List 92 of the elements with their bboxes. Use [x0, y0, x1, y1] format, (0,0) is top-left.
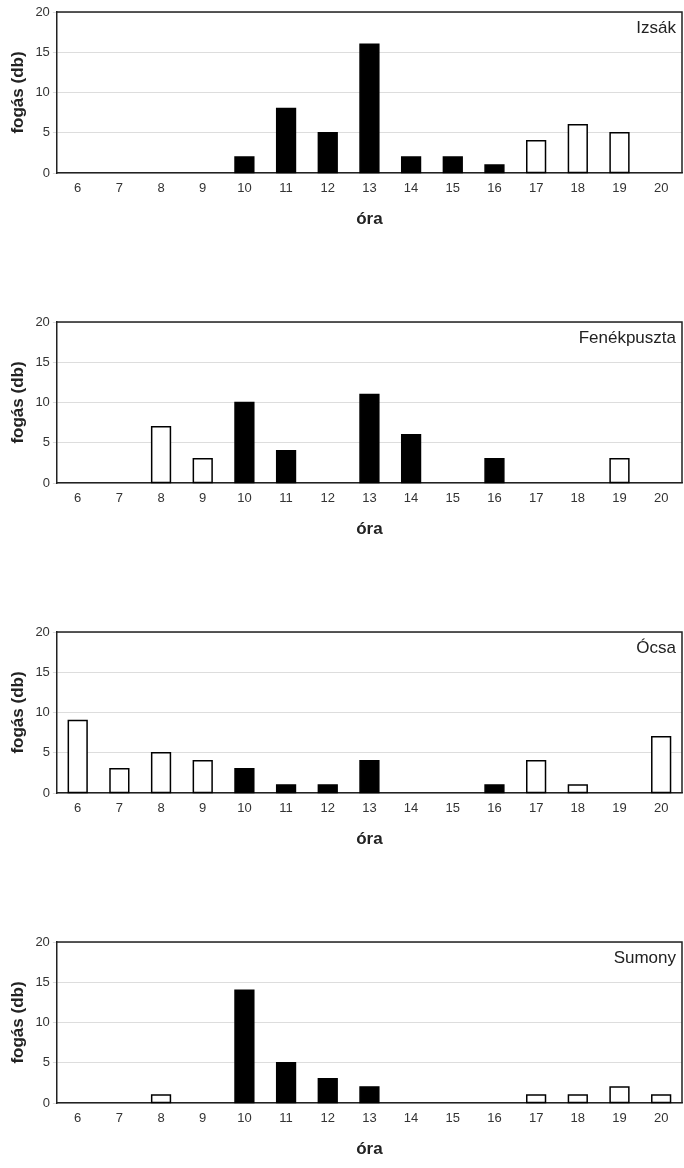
x-tick-label: 6	[74, 180, 82, 196]
x-tick-label: 20	[653, 800, 669, 816]
y-tick-label: 10	[35, 1014, 50, 1030]
x-tick-label: 6	[74, 800, 82, 816]
y-axis-title: fogás (db)	[7, 671, 27, 754]
x-tick-label: 12	[320, 800, 335, 816]
y-tick-label: 0	[42, 784, 50, 800]
y-axis-title: fogás (db)	[7, 981, 27, 1064]
y-axis-title: fogás (db)	[7, 51, 27, 134]
x-tick-label: 16	[487, 490, 502, 506]
chart-title: Izsák	[636, 18, 677, 38]
x-tick-label: 14	[403, 1110, 419, 1126]
x-tick-label: 15	[445, 800, 461, 816]
chart-title: Fenékpuszta	[578, 328, 677, 348]
x-axis-title: óra	[356, 209, 384, 229]
y-tick-label: 10	[35, 394, 50, 410]
y-tick-label: 5	[42, 1054, 50, 1070]
x-tick-label: 11	[279, 800, 293, 816]
y-tick-label: 0	[42, 474, 50, 490]
x-tick-label: 20	[653, 1110, 669, 1126]
x-tick-label: 16	[487, 800, 502, 816]
y-tick-label: 0	[42, 1094, 50, 1110]
x-axis-title: óra	[356, 519, 384, 539]
x-tick-label: 11	[279, 490, 293, 506]
x-tick-label: 7	[115, 490, 123, 506]
x-tick-label: 12	[320, 490, 335, 506]
y-tick-label: 10	[35, 84, 50, 100]
x-tick-label: 20	[653, 180, 669, 196]
x-tick-label: 7	[115, 1110, 123, 1126]
x-tick-label: 11	[279, 180, 293, 196]
x-tick-label: 10	[237, 490, 252, 506]
x-tick-label: 19	[612, 180, 627, 196]
x-tick-label: 15	[445, 180, 461, 196]
x-tick-label: 13	[362, 180, 377, 196]
x-axis-title: óra	[356, 1139, 384, 1159]
x-tick-label: 13	[362, 490, 377, 506]
x-tick-label: 8	[157, 180, 165, 196]
x-tick-label: 20	[653, 490, 669, 506]
x-tick-label: 13	[362, 1110, 377, 1126]
y-tick-label: 20	[35, 313, 50, 329]
x-tick-label: 7	[115, 800, 123, 816]
x-tick-label: 9	[199, 1110, 207, 1126]
chart-title: Sumony	[613, 948, 677, 968]
x-tick-label: 9	[199, 800, 207, 816]
x-tick-label: 8	[157, 490, 165, 506]
x-tick-label: 14	[403, 490, 419, 506]
x-tick-label: 9	[199, 180, 207, 196]
x-tick-label: 17	[528, 180, 544, 196]
x-tick-label: 17	[528, 490, 544, 506]
y-tick-label: 15	[35, 973, 50, 989]
y-tick-label: 20	[35, 623, 50, 639]
x-tick-label: 8	[157, 800, 165, 816]
y-tick-label: 5	[42, 744, 50, 760]
x-tick-label: 15	[445, 490, 461, 506]
x-tick-label: 16	[487, 180, 502, 196]
x-tick-label: 15	[445, 1110, 461, 1126]
chart-title: Ócsa	[636, 638, 677, 658]
x-tick-label: 14	[403, 800, 419, 816]
x-tick-label: 18	[570, 1110, 586, 1126]
x-tick-label: 18	[570, 800, 586, 816]
x-tick-label: 17	[528, 1110, 544, 1126]
y-tick-label: 20	[35, 3, 50, 19]
x-tick-label: 12	[320, 180, 335, 196]
y-tick-label: 15	[35, 353, 50, 369]
y-tick-label: 15	[35, 43, 50, 59]
x-tick-label: 19	[612, 1110, 627, 1126]
x-tick-label: 16	[487, 1110, 502, 1126]
y-tick-label: 5	[42, 124, 50, 140]
x-tick-label: 6	[74, 490, 82, 506]
x-tick-label: 6	[74, 1110, 82, 1126]
y-tick-label: 15	[35, 663, 50, 679]
x-tick-label: 18	[570, 490, 586, 506]
y-axis-title: fogás (db)	[7, 361, 27, 444]
x-tick-label: 8	[157, 1110, 165, 1126]
x-tick-label: 17	[528, 800, 544, 816]
y-tick-label: 5	[42, 434, 50, 450]
y-tick-label: 20	[35, 933, 50, 949]
x-tick-label: 18	[570, 180, 586, 196]
x-tick-label: 13	[362, 800, 377, 816]
x-tick-label: 10	[237, 800, 252, 816]
x-tick-label: 10	[237, 180, 252, 196]
x-tick-label: 19	[612, 490, 627, 506]
x-axis-title: óra	[356, 829, 384, 849]
x-tick-label: 9	[199, 490, 207, 506]
x-tick-label: 19	[612, 800, 627, 816]
y-tick-label: 10	[35, 704, 50, 720]
x-tick-label: 7	[115, 180, 123, 196]
x-tick-label: 11	[279, 1110, 293, 1126]
x-tick-label: 14	[403, 180, 419, 196]
x-tick-label: 12	[320, 1110, 335, 1126]
x-tick-label: 10	[237, 1110, 252, 1126]
y-tick-label: 0	[42, 164, 50, 180]
